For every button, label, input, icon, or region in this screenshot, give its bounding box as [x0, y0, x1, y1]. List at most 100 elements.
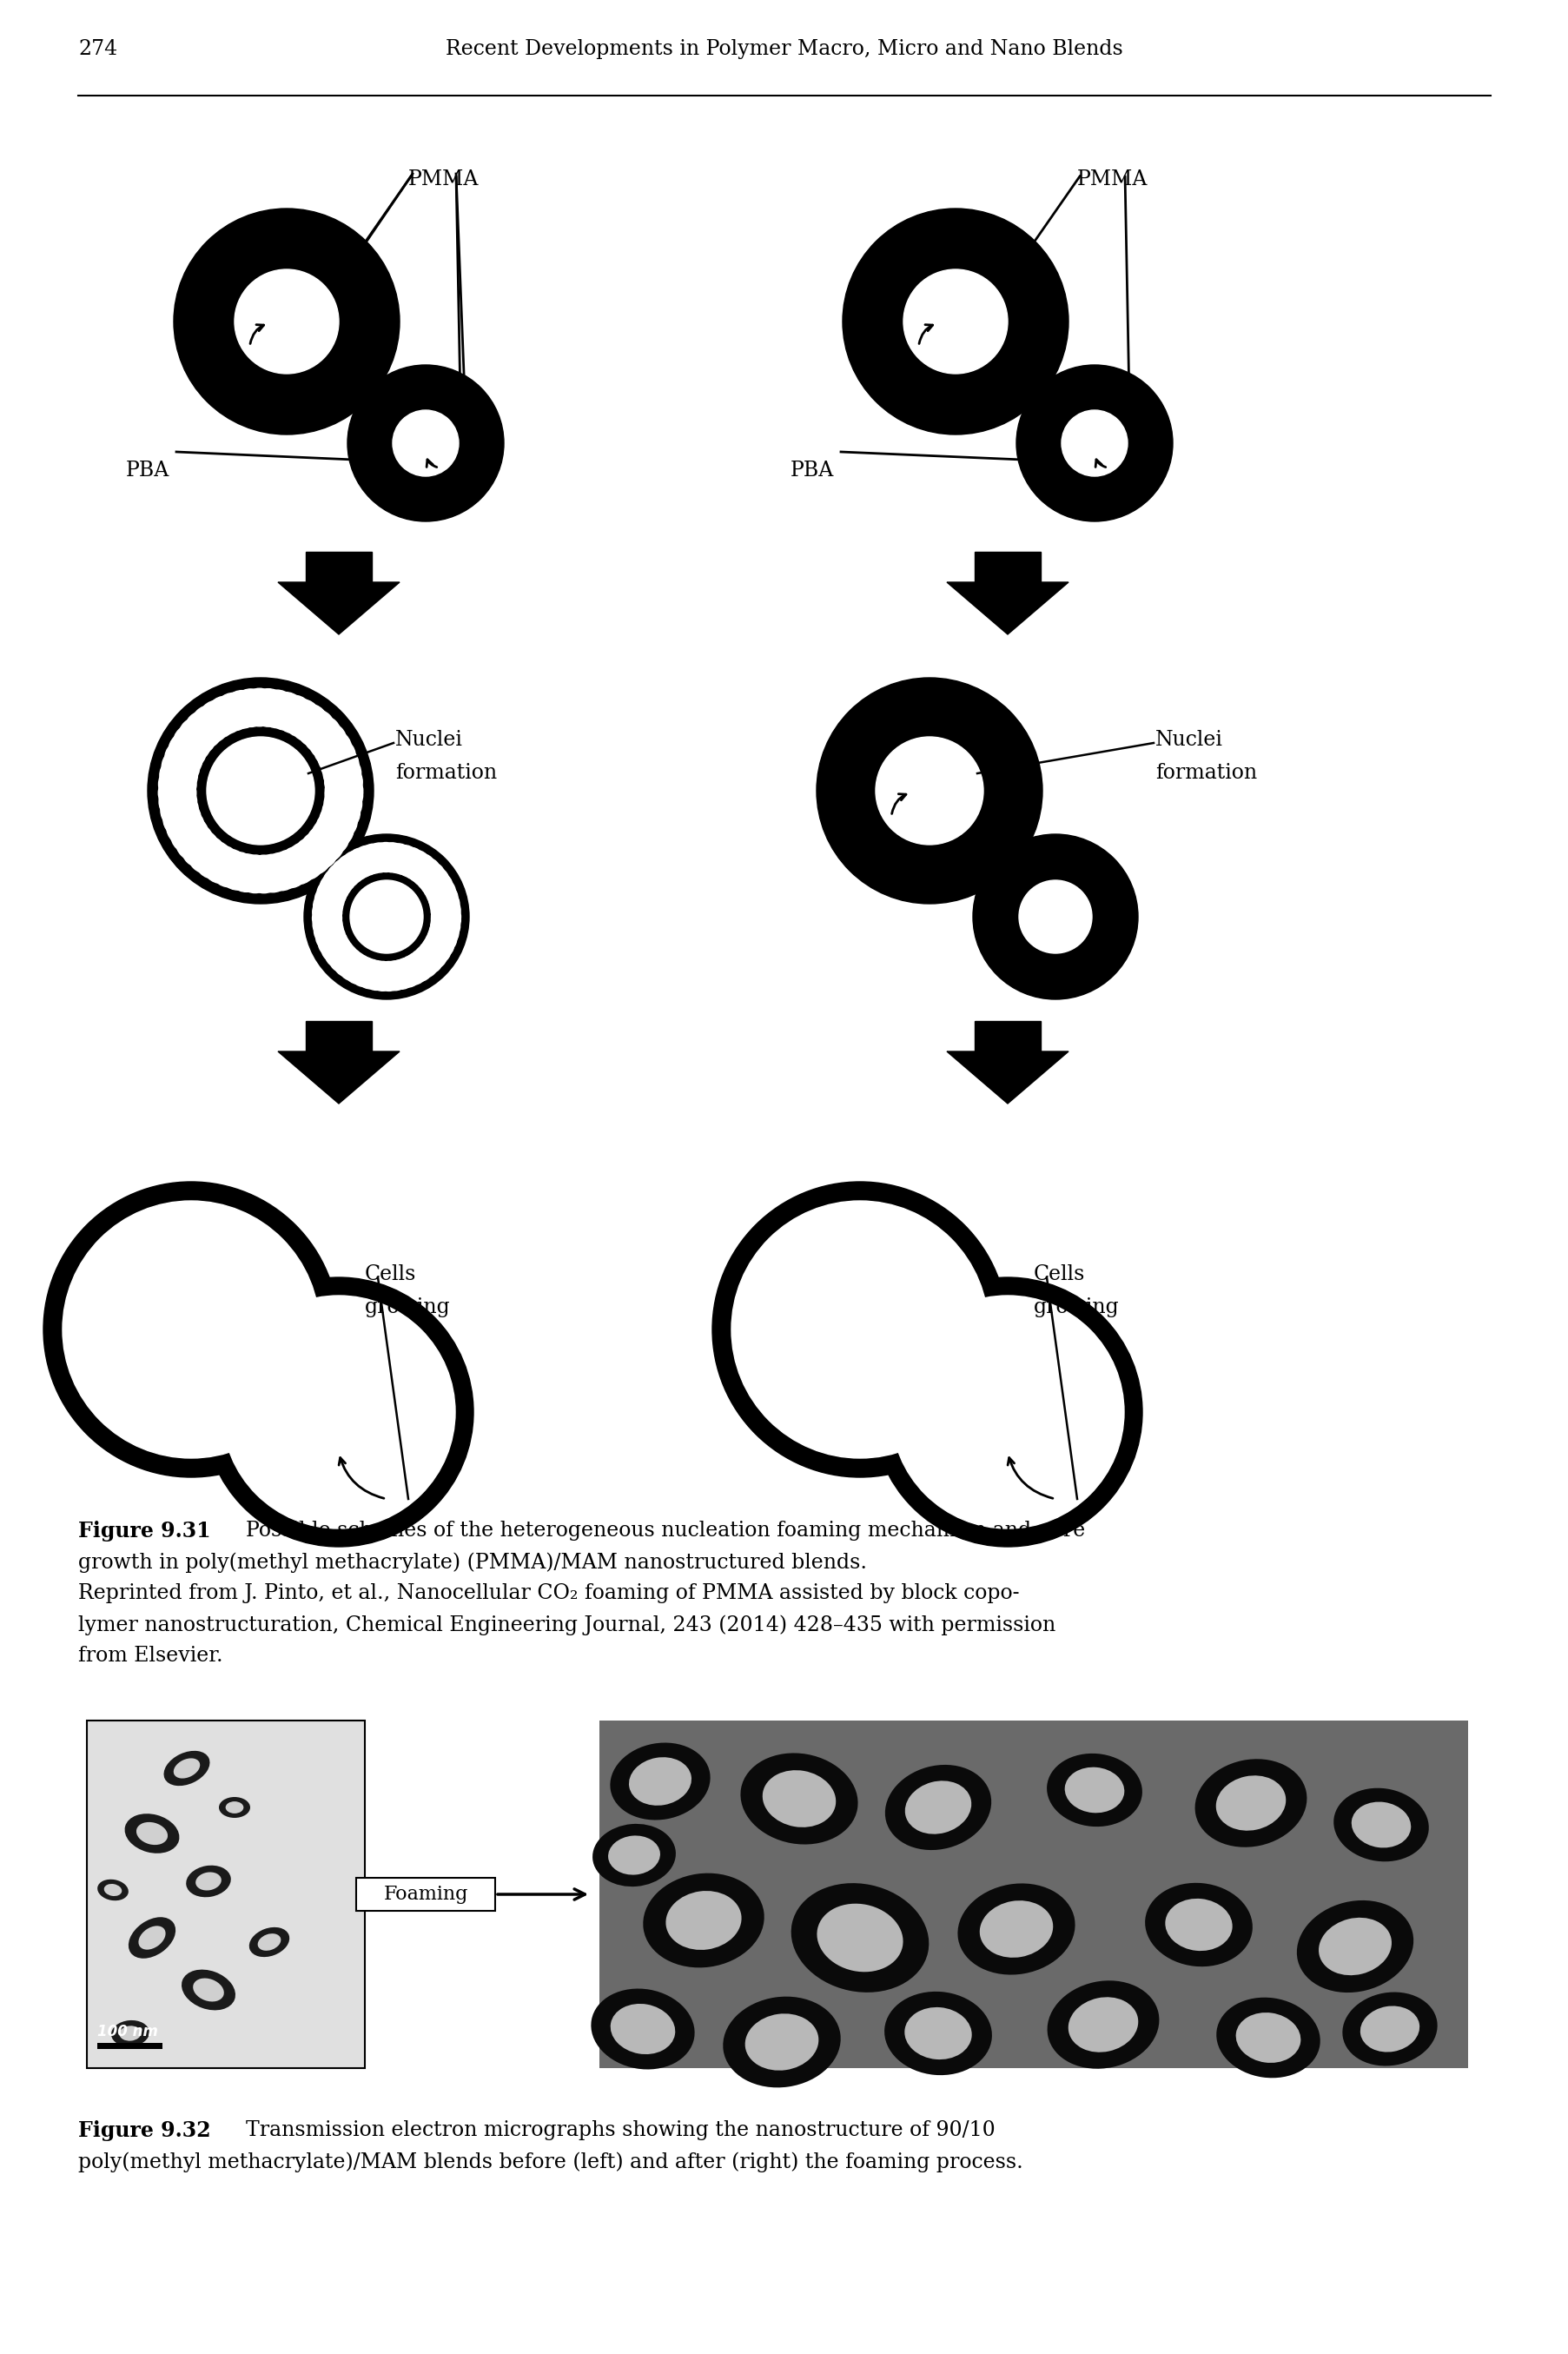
Ellipse shape [745, 2013, 818, 2072]
Ellipse shape [124, 1813, 179, 1853]
Circle shape [356, 960, 384, 989]
Ellipse shape [762, 1770, 836, 1827]
Circle shape [428, 883, 458, 913]
Ellipse shape [1350, 1801, 1410, 1848]
Circle shape [334, 949, 362, 977]
Circle shape [202, 845, 240, 883]
Circle shape [160, 791, 198, 829]
Circle shape [321, 932, 351, 963]
Circle shape [347, 365, 503, 520]
Circle shape [168, 732, 207, 770]
Circle shape [712, 1182, 1007, 1478]
Circle shape [842, 210, 1068, 435]
Bar [97, 2043, 163, 2048]
Circle shape [368, 960, 397, 991]
Circle shape [267, 692, 304, 730]
Circle shape [166, 807, 204, 845]
Circle shape [312, 911, 342, 939]
Text: formation: formation [1154, 763, 1256, 784]
Circle shape [875, 737, 983, 845]
Polygon shape [278, 1052, 400, 1104]
Circle shape [403, 953, 433, 982]
Circle shape [147, 678, 373, 904]
Circle shape [165, 739, 202, 777]
Circle shape [215, 692, 252, 730]
Circle shape [174, 210, 400, 435]
Circle shape [223, 690, 260, 727]
Text: Reprinted from J. Pinto, et al., Nanocellular CO₂ foaming of PMMA assisted by bl: Reprinted from J. Pinto, et al., Nanocel… [78, 1584, 1019, 1603]
Circle shape [314, 892, 343, 920]
Ellipse shape [1215, 1999, 1320, 2079]
Circle shape [279, 847, 317, 885]
Circle shape [1019, 880, 1091, 953]
Bar [599, 1721, 1468, 2069]
Circle shape [162, 749, 199, 786]
Circle shape [386, 960, 416, 989]
Circle shape [254, 855, 292, 892]
Circle shape [323, 753, 361, 793]
Circle shape [815, 678, 1041, 904]
Circle shape [321, 793, 359, 831]
Ellipse shape [187, 1864, 230, 1897]
Bar [86, 1721, 365, 2069]
Ellipse shape [610, 2003, 674, 2055]
Bar [974, 551, 1040, 581]
Ellipse shape [629, 1756, 691, 1806]
Circle shape [223, 1295, 455, 1528]
Circle shape [240, 687, 278, 727]
Text: PBA: PBA [125, 461, 169, 480]
Circle shape [199, 701, 237, 739]
Circle shape [430, 911, 459, 942]
Ellipse shape [1068, 1996, 1138, 2053]
Circle shape [179, 718, 216, 756]
Circle shape [207, 737, 314, 845]
Circle shape [414, 944, 442, 975]
Text: lymer nanostructuration, Chemical Engineering Journal, 243 (2014) 428–435 with p: lymer nanostructuration, Chemical Engine… [78, 1615, 1055, 1636]
Circle shape [903, 268, 1007, 374]
Ellipse shape [257, 1933, 281, 1951]
Circle shape [315, 923, 345, 951]
Circle shape [44, 1182, 339, 1478]
Ellipse shape [884, 1991, 991, 2076]
Circle shape [227, 855, 265, 892]
Bar [306, 551, 372, 581]
Circle shape [343, 956, 373, 984]
Ellipse shape [111, 2020, 149, 2046]
Text: Cells: Cells [365, 1264, 416, 1285]
Circle shape [249, 690, 287, 727]
Circle shape [416, 862, 445, 892]
Circle shape [191, 706, 229, 744]
Circle shape [340, 852, 370, 880]
Polygon shape [947, 1052, 1068, 1104]
Ellipse shape [136, 1822, 168, 1846]
Ellipse shape [1165, 1900, 1232, 1951]
Ellipse shape [129, 1916, 176, 1959]
Circle shape [303, 716, 340, 753]
Circle shape [172, 725, 212, 763]
Circle shape [314, 916, 343, 946]
Circle shape [326, 864, 356, 892]
Ellipse shape [193, 1977, 224, 2001]
Ellipse shape [1236, 2013, 1300, 2062]
Circle shape [207, 697, 245, 734]
Circle shape [320, 803, 358, 840]
Circle shape [287, 843, 325, 880]
Text: Cells: Cells [1033, 1264, 1085, 1285]
Circle shape [306, 824, 343, 862]
Circle shape [182, 829, 220, 869]
Ellipse shape [608, 1836, 660, 1874]
Circle shape [425, 930, 455, 958]
Circle shape [406, 855, 436, 883]
Circle shape [891, 1295, 1124, 1528]
Ellipse shape [1195, 1758, 1306, 1848]
Circle shape [398, 956, 428, 984]
Ellipse shape [119, 2027, 141, 2041]
Circle shape [160, 756, 198, 793]
Text: Figure 9.31: Figure 9.31 [78, 1521, 210, 1542]
Circle shape [392, 958, 422, 986]
Circle shape [389, 845, 419, 876]
Circle shape [383, 843, 412, 873]
Circle shape [431, 902, 461, 932]
Ellipse shape [790, 1883, 928, 1991]
Ellipse shape [665, 1890, 742, 1949]
